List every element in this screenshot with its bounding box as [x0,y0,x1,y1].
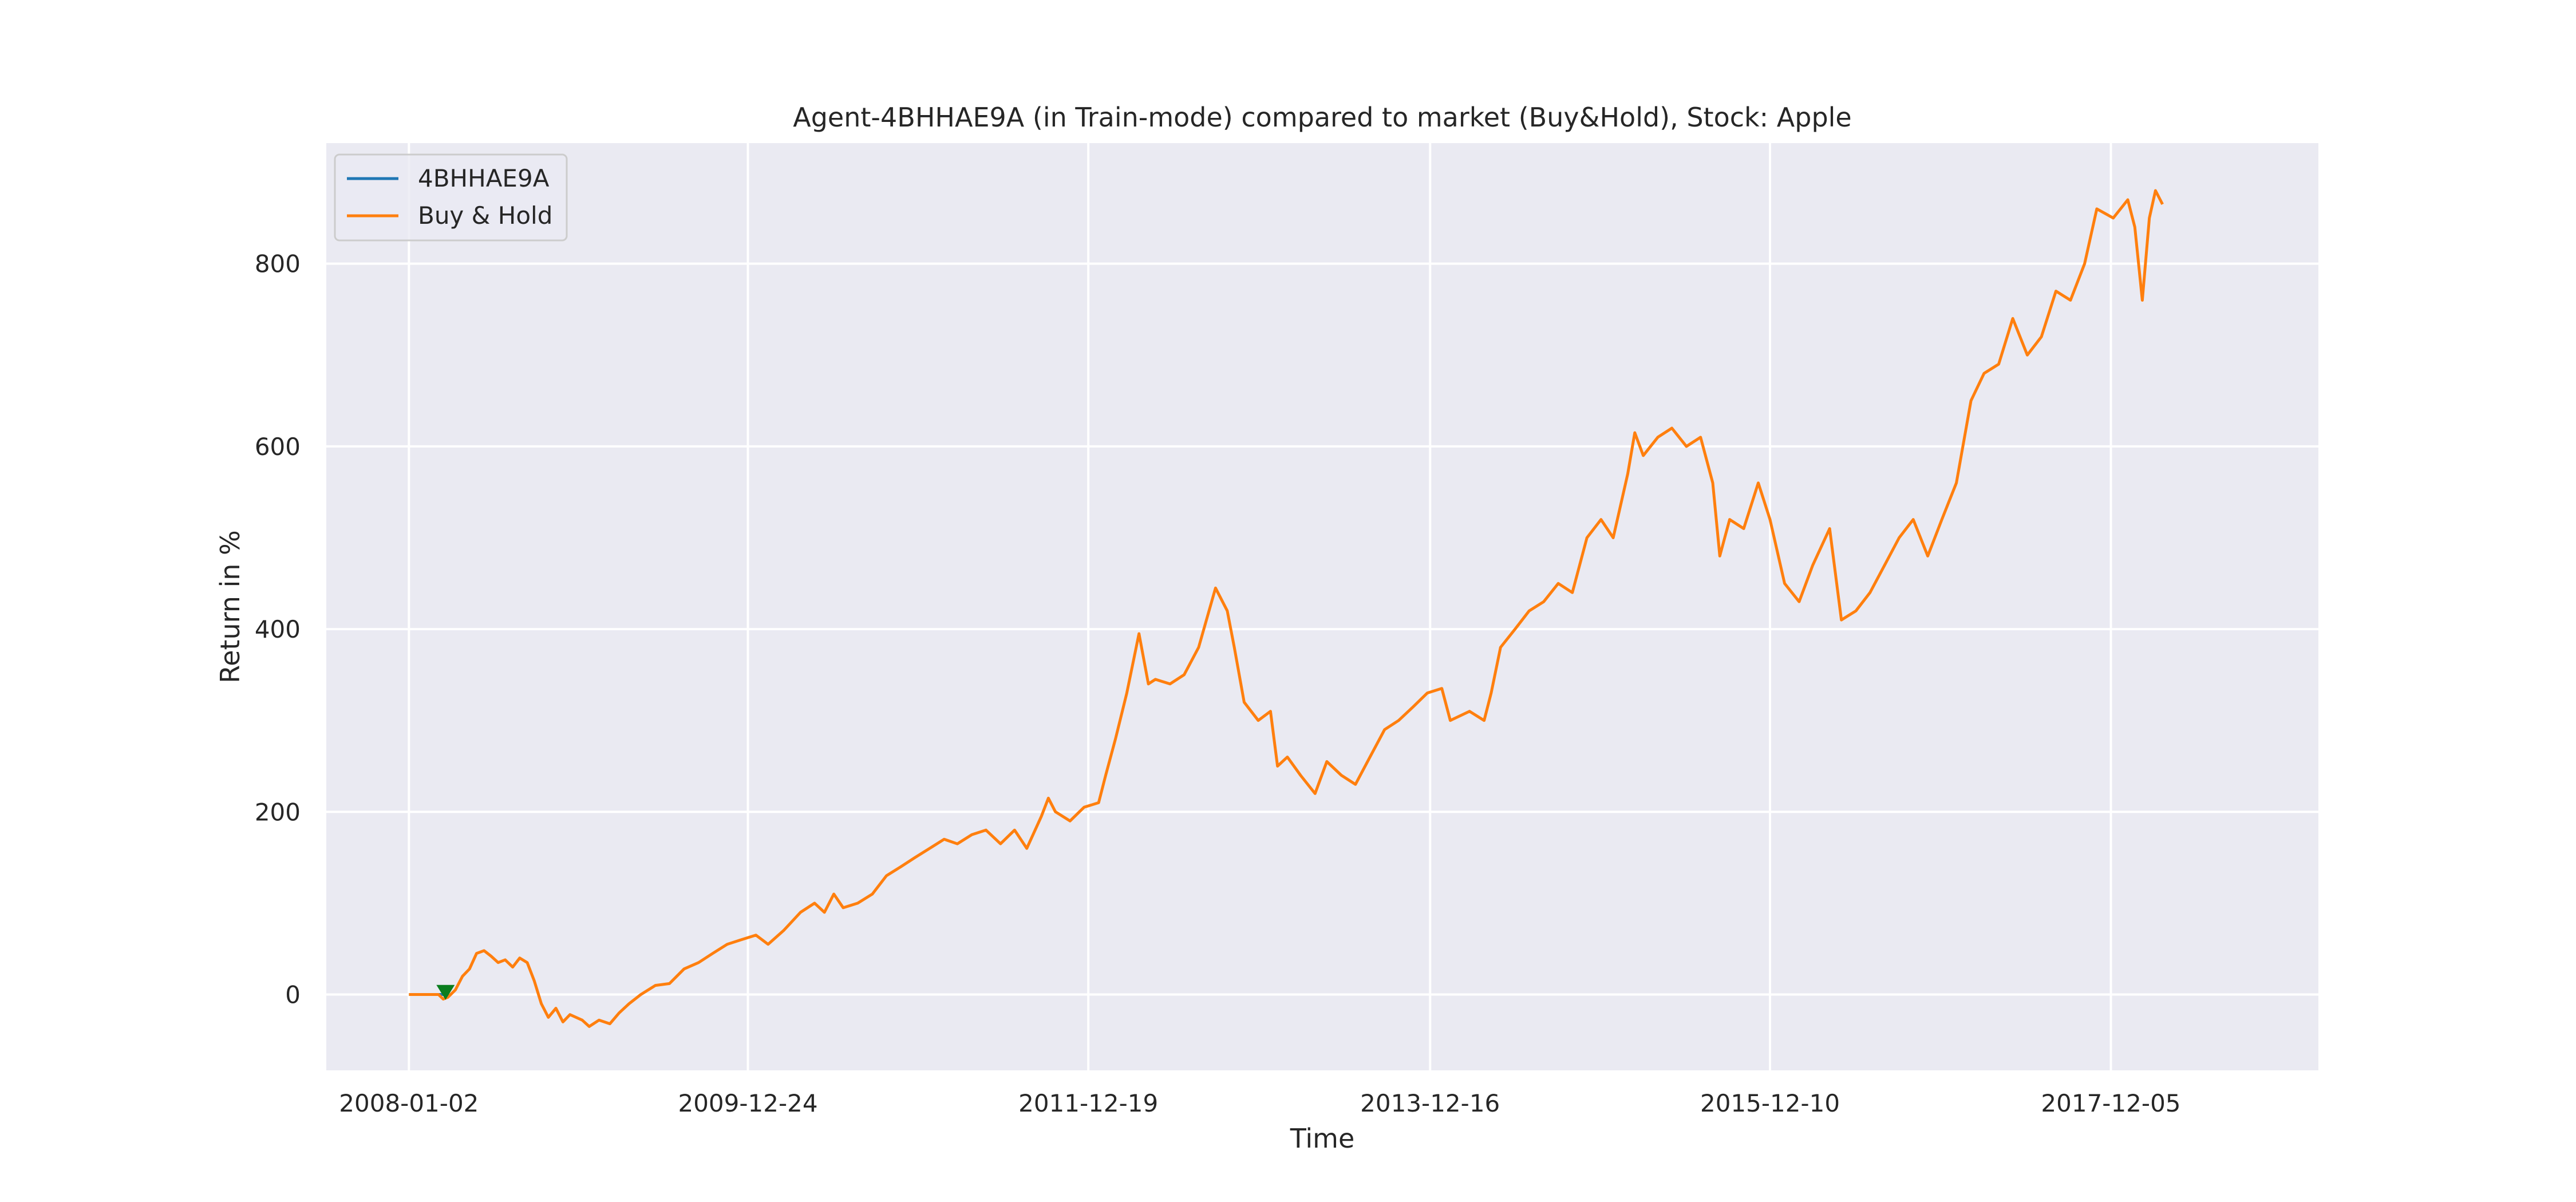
legend-label-agent: 4BHHAE9A [418,164,550,192]
y-tick-label: 200 [255,798,301,826]
y-tick-label: 600 [255,433,301,461]
x-tick-label: 2015-12-10 [1700,1089,1840,1117]
x-tick-label: 2013-12-16 [1360,1089,1500,1117]
x-axis-label: Time [1290,1123,1355,1154]
trade-marker [436,984,455,1000]
series-line-1 [409,189,2164,1028]
series-lines [409,189,2164,1028]
grid-lines [326,143,2318,1070]
marker-annotations [436,984,455,1000]
y-tick-label: 400 [255,615,301,643]
x-tick-label: 2017-12-05 [2041,1089,2180,1117]
y-axis-label: Return in % [215,530,246,683]
x-tick-label: 2011-12-19 [1018,1089,1158,1117]
legend: 4BHHAE9A Buy & Hold [334,153,568,242]
legend-label-buy-hold: Buy & Hold [418,201,552,230]
y-tick-label: 800 [255,250,301,278]
x-tick-label: 2009-12-24 [678,1089,817,1117]
chart-title: Agent-4BHHAE9A (in Train-mode) compared … [793,102,1852,133]
y-tick-label: 0 [285,981,301,1009]
y-axis-ticks: 0 200 400 600 800 [255,250,301,1009]
x-tick-label: 2008-01-02 [339,1089,479,1117]
plot-area [326,143,2318,1070]
x-axis-ticks: 2008-01-02 2009-12-24 2011-12-19 2013-12-16… [339,1089,2180,1117]
legend-box [334,153,568,242]
